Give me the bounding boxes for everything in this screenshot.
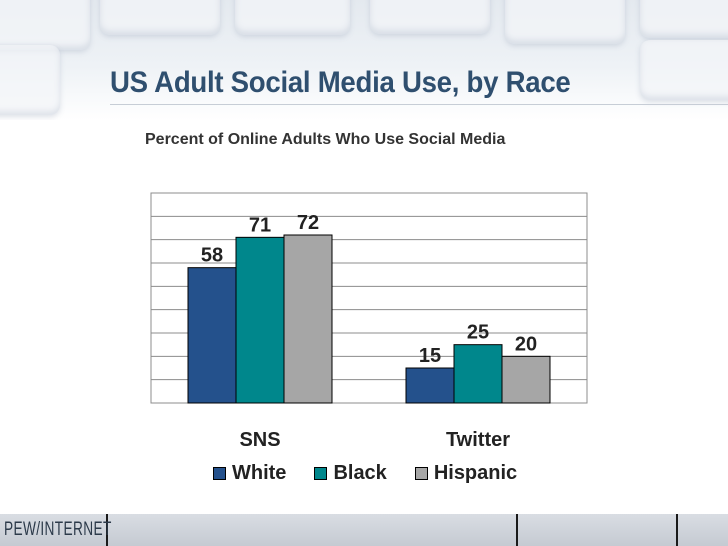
legend-item-white: White	[213, 462, 286, 485]
keyboard-background	[0, 0, 728, 120]
legend-swatch-hispanic	[414, 466, 428, 480]
category-label-sns: SNS	[239, 429, 280, 451]
legend-swatch-white	[213, 466, 226, 480]
legend-item-hispanic: Hispanic	[414, 461, 518, 485]
legend-label-hispanic: Hispanic	[433, 461, 518, 484]
footer-divider	[106, 514, 108, 546]
bar-black-sns	[235, 236, 285, 404]
legend-swatch-black	[314, 466, 328, 480]
data-label: 71	[249, 214, 271, 236]
data-label: 15	[419, 345, 441, 367]
bar-white-sns	[187, 267, 237, 404]
chart-legend: White Black Hispanic	[213, 460, 517, 486]
bar-hispanic-sns	[283, 234, 333, 404]
footer-divider	[516, 514, 518, 546]
pew-internet-logo: PEW/INTERNET	[4, 519, 112, 540]
chart-title: Percent of Online Adults Who Use Social …	[145, 131, 506, 148]
bar-hispanic-twitter	[501, 355, 551, 404]
data-label: 58	[201, 245, 223, 267]
legend-item-black: Black	[314, 461, 387, 485]
bar-white-twitter	[405, 367, 455, 404]
data-label: 72	[297, 212, 319, 234]
category-label-twitter: Twitter	[446, 429, 510, 451]
slide-title: US Adult Social Media Use, by Race	[110, 66, 571, 99]
legend-label-black: Black	[333, 461, 387, 484]
legend-label-white: White	[232, 461, 287, 484]
data-label: 20	[515, 333, 537, 355]
data-label: 25	[467, 322, 489, 344]
footer-bar	[0, 514, 728, 546]
title-divider	[110, 104, 728, 105]
footer-divider	[676, 514, 678, 546]
bar-black-twitter	[453, 344, 503, 404]
